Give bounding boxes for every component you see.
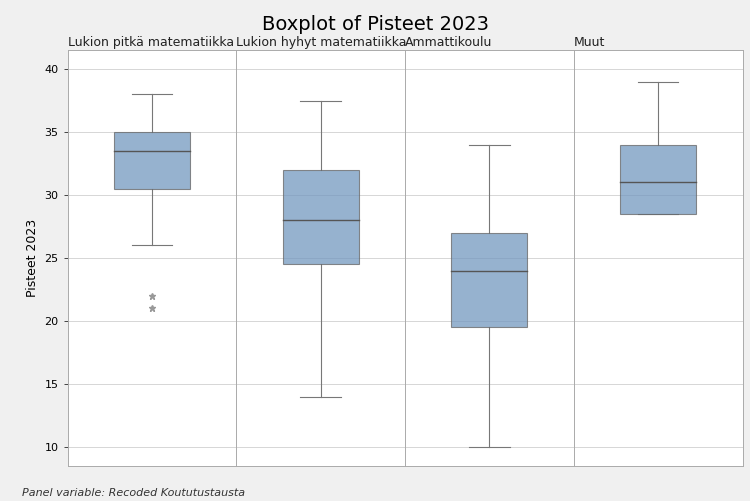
Bar (620, 145, 696, 214)
Text: Boxplot of Pisteet 2023: Boxplot of Pisteet 2023 (262, 15, 488, 34)
Text: Lukion pitkä matematiikka: Lukion pitkä matematiikka (68, 36, 234, 49)
Text: Lukion hyhyt matematiikka: Lukion hyhyt matematiikka (236, 36, 406, 49)
Bar (452, 233, 527, 327)
Text: Panel variable: Recoded Koututustausta: Panel variable: Recoded Koututustausta (22, 488, 246, 498)
Text: Muut: Muut (574, 36, 605, 49)
Text: Ammattikoulu: Ammattikoulu (405, 36, 492, 49)
Bar (114, 132, 190, 189)
Y-axis label: Pisteet 2023: Pisteet 2023 (26, 219, 39, 297)
Bar (283, 170, 358, 265)
